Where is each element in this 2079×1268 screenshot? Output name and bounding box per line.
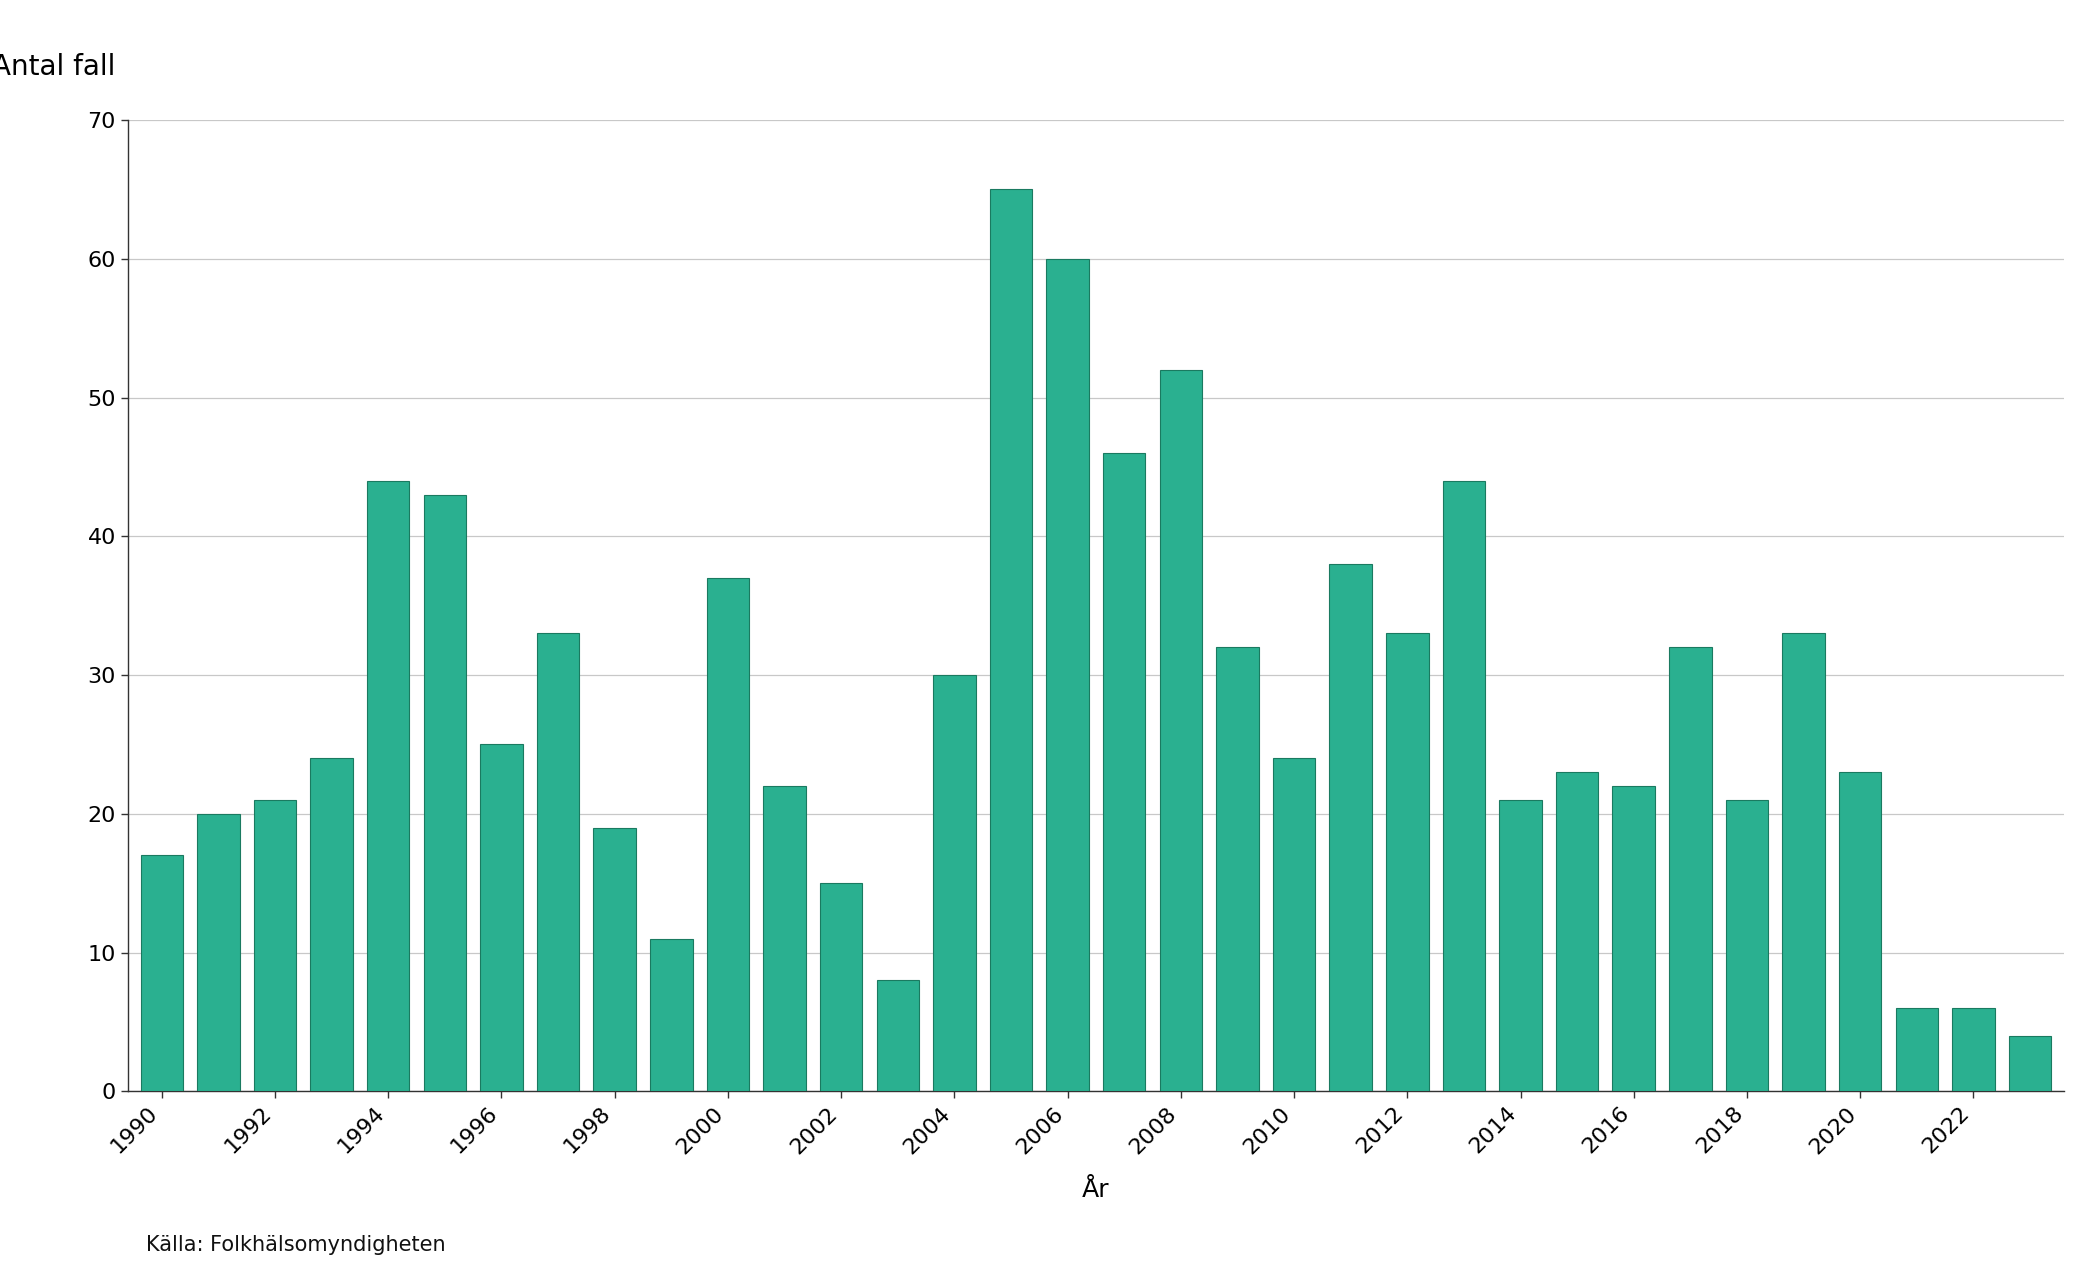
Bar — [1216, 647, 1258, 1092]
Bar — [1104, 453, 1146, 1092]
Bar — [141, 856, 183, 1092]
Bar — [1669, 647, 1711, 1092]
Bar — [2008, 1036, 2052, 1092]
Bar — [990, 189, 1031, 1092]
Bar — [1387, 634, 1428, 1092]
Bar — [1952, 1008, 1994, 1092]
Bar — [877, 980, 919, 1092]
X-axis label: År: År — [1081, 1178, 1110, 1202]
Bar — [1555, 772, 1599, 1092]
Bar — [707, 578, 748, 1092]
Bar — [368, 481, 410, 1092]
Bar — [1726, 800, 1767, 1092]
Bar — [1782, 634, 1825, 1092]
Bar — [651, 938, 692, 1092]
Bar — [254, 800, 295, 1092]
Text: Källa: Folkhälsomyndigheten: Källa: Folkhälsomyndigheten — [146, 1235, 445, 1255]
Bar — [1160, 370, 1202, 1092]
Bar — [933, 675, 975, 1092]
Bar — [1499, 800, 1543, 1092]
Bar — [1896, 1008, 1938, 1092]
Bar — [1046, 259, 1089, 1092]
Bar — [198, 814, 239, 1092]
Bar — [1328, 564, 1372, 1092]
Bar — [1840, 772, 1881, 1092]
Text: Antal fall: Antal fall — [0, 53, 116, 81]
Bar — [1613, 786, 1655, 1092]
Bar — [763, 786, 807, 1092]
Bar — [1272, 758, 1316, 1092]
Bar — [1443, 481, 1484, 1092]
Bar — [819, 884, 863, 1092]
Bar — [593, 828, 636, 1092]
Bar — [480, 744, 522, 1092]
Bar — [310, 758, 353, 1092]
Bar — [424, 495, 466, 1092]
Bar — [536, 634, 580, 1092]
